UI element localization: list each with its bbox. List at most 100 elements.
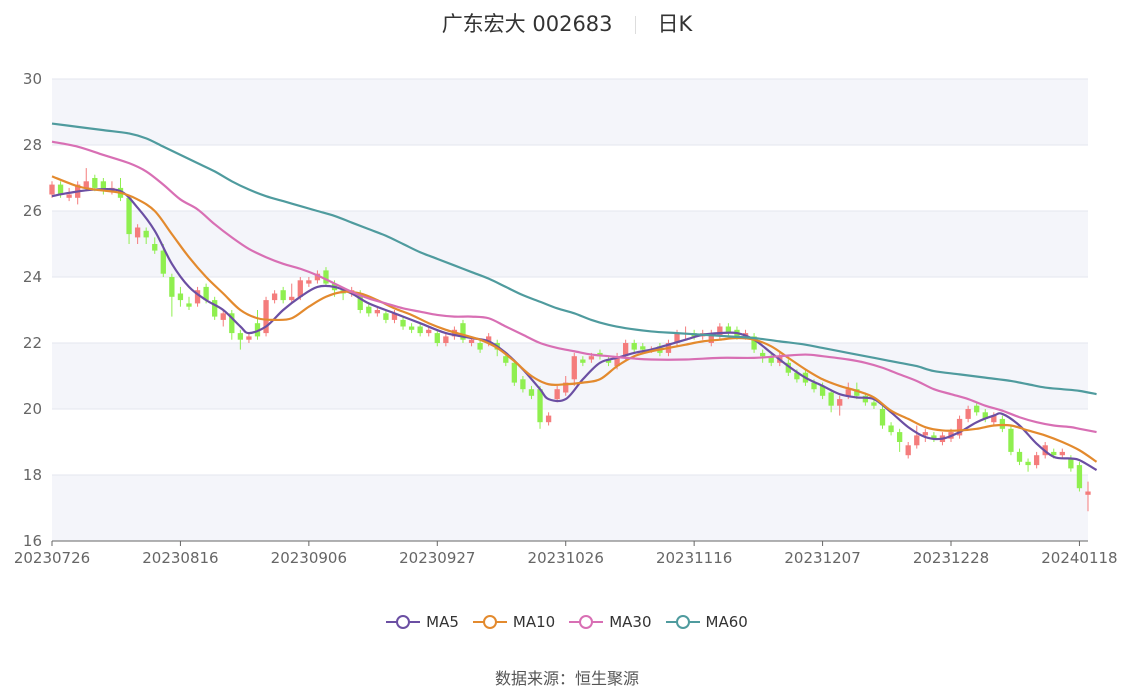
y-tick-label: 22: [23, 334, 42, 352]
candle-down: [520, 379, 526, 390]
source-value: 恒生聚源: [575, 669, 640, 688]
source-label: 数据来源：: [494, 669, 575, 688]
candle-down: [768, 356, 774, 363]
candlestick-chart: 16 18 20 22 24 26 28 30 20230726 20230816 20230906…: [14, 70, 1118, 567]
candle-up: [486, 336, 492, 343]
candle-up: [905, 445, 911, 456]
candle-down: [57, 184, 64, 195]
candle-down: [725, 326, 732, 334]
candle-down: [383, 313, 389, 320]
candle-down: [229, 313, 235, 334]
candle-down: [1025, 461, 1031, 466]
candle-up: [391, 313, 398, 320]
candle-up: [468, 339, 475, 343]
candle-down: [357, 293, 363, 310]
candle-down: [631, 343, 637, 350]
candle-down: [605, 359, 612, 363]
candle-down: [237, 333, 244, 340]
candle-down: [1068, 458, 1074, 469]
candle-up: [708, 333, 714, 343]
candle-up: [263, 300, 269, 334]
candle-down: [152, 244, 158, 251]
y-tick-label: 28: [23, 136, 42, 154]
candle-down: [974, 405, 980, 413]
candle-down: [1051, 451, 1057, 456]
candle-down: [186, 303, 192, 307]
candle-down: [862, 395, 869, 403]
candle-up: [845, 389, 851, 396]
legend-label: MA10: [512, 613, 556, 631]
x-tick-label: 20230816: [142, 549, 218, 567]
candle-down: [528, 389, 535, 396]
candle-up: [922, 432, 928, 436]
chart-title: 广东宏大 002683 日K: [0, 8, 1134, 38]
candle-up: [246, 336, 252, 340]
candle-up: [563, 382, 569, 393]
title-separator: [634, 16, 636, 34]
y-tick-label: 18: [23, 466, 42, 484]
legend-item-ma10[interactable]: MA10: [472, 613, 556, 631]
candle-up: [306, 280, 312, 284]
candle-up: [289, 296, 295, 301]
y-tick-label: 26: [23, 202, 42, 220]
grid-band: [52, 343, 1088, 409]
x-tick-label: 20231228: [913, 549, 989, 567]
candle-up: [545, 415, 552, 423]
candle-up: [1033, 455, 1040, 466]
ma60-line: [51, 122, 1097, 396]
y-tick-label: 16: [23, 532, 42, 550]
candle-down: [100, 181, 107, 192]
candle-down: [1008, 428, 1014, 452]
candle-down: [177, 293, 184, 301]
candle-down: [785, 362, 791, 373]
candle-down: [1016, 451, 1023, 462]
candle-down: [931, 435, 937, 439]
candle-down: [408, 326, 415, 330]
candle-down: [417, 326, 423, 334]
candle-up: [965, 409, 971, 419]
candle-down: [751, 336, 757, 350]
legend-marker-icon: [569, 615, 604, 629]
candle-up: [1085, 491, 1091, 495]
x-tick-label: 20230726: [14, 549, 90, 567]
candle-up: [83, 181, 89, 188]
x-tick-label: 20231026: [528, 549, 604, 567]
candle-up: [717, 326, 723, 337]
candle-down: [580, 359, 586, 363]
legend-item-ma60[interactable]: MA60: [665, 613, 748, 631]
candle-down: [160, 250, 166, 274]
stock-name-code: 广东宏大 002683: [441, 12, 613, 36]
candle-down: [126, 197, 132, 235]
x-tick-label: 20230906: [271, 549, 347, 567]
candle-up: [588, 356, 595, 360]
candle-up: [674, 333, 680, 343]
candle-down: [871, 402, 877, 406]
candle-up: [614, 356, 620, 367]
candle-down: [400, 319, 406, 327]
candle-down: [511, 362, 518, 383]
candle-down: [811, 382, 817, 390]
y-tick-label: 30: [23, 70, 42, 88]
candle-down: [640, 346, 646, 350]
candle-up: [571, 356, 577, 380]
candle-down: [434, 333, 440, 343]
candle-down: [212, 300, 218, 317]
candle-up: [443, 336, 449, 343]
period-label: 日K: [657, 12, 693, 36]
candle-down: [819, 385, 826, 396]
ma5-line: [51, 188, 1098, 472]
x-tick-label: 20231207: [784, 549, 860, 567]
candle-down: [537, 389, 543, 423]
legend-item-ma5[interactable]: MA5: [386, 613, 459, 631]
grid-band: [52, 211, 1088, 277]
legend-item-ma30[interactable]: MA30: [569, 613, 652, 631]
legend-marker-icon: [472, 615, 507, 629]
y-tick-label: 20: [23, 400, 42, 418]
candle-up: [297, 280, 303, 297]
candle-up: [837, 399, 843, 406]
legend: MA5 MA10 MA30 MA60: [0, 613, 1134, 634]
candle-down: [999, 418, 1006, 429]
legend-label: MA5: [426, 613, 459, 631]
candle-down: [323, 270, 329, 284]
candle-down: [280, 290, 286, 301]
